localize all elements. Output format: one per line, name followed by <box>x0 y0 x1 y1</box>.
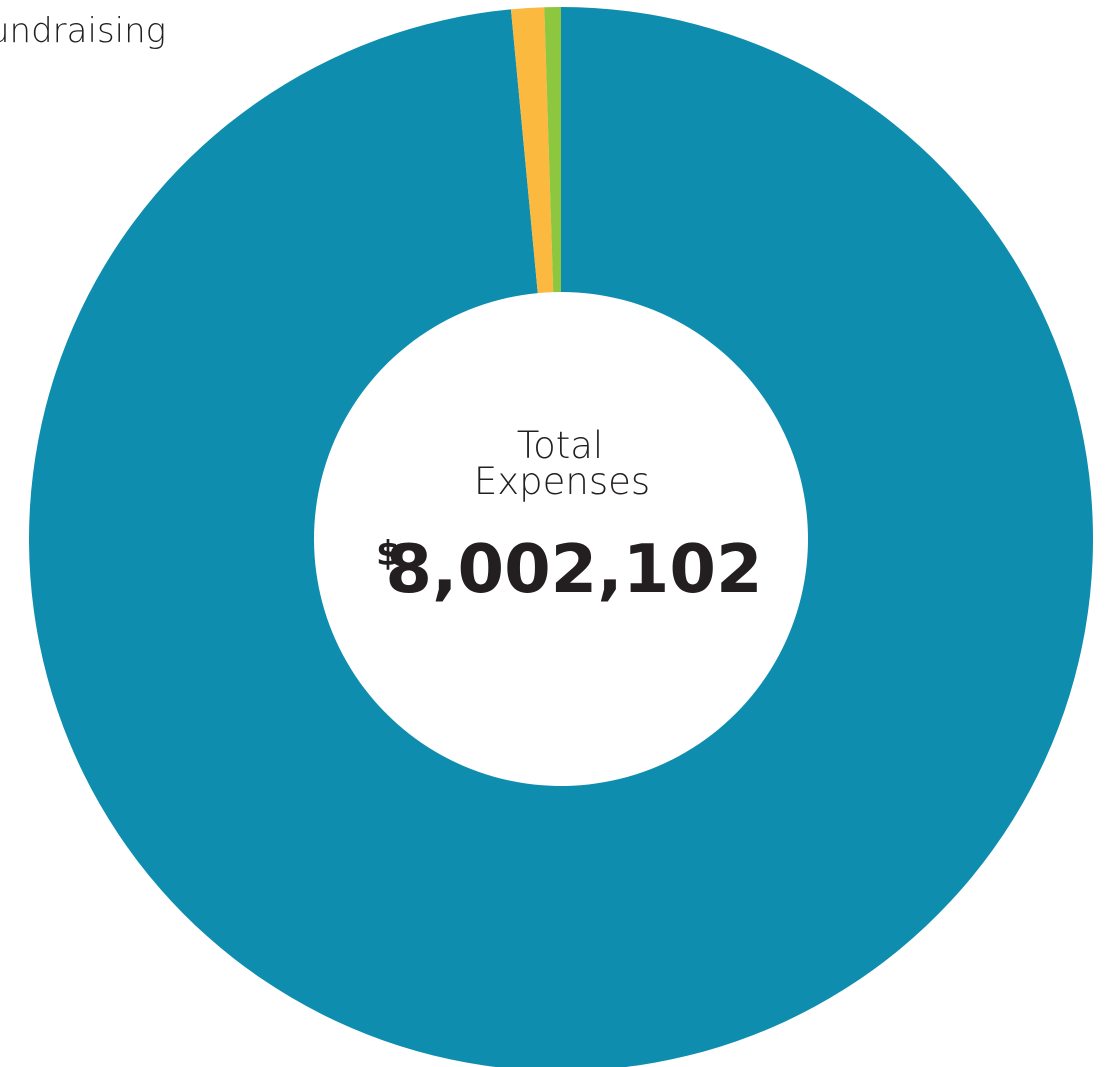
slice-fundraising <box>510 7 554 294</box>
center-total-amount: 8,002,102 <box>385 530 762 608</box>
center-title-line2: Expenses <box>474 460 650 503</box>
slice-label-fundraising: undraising <box>0 11 166 51</box>
slice-program-services <box>29 7 1093 1067</box>
center-currency-symbol: $ <box>376 534 400 574</box>
donut-slices <box>29 7 1093 1067</box>
slice-management-general <box>544 7 561 293</box>
center-title-line1: Total <box>517 424 603 467</box>
